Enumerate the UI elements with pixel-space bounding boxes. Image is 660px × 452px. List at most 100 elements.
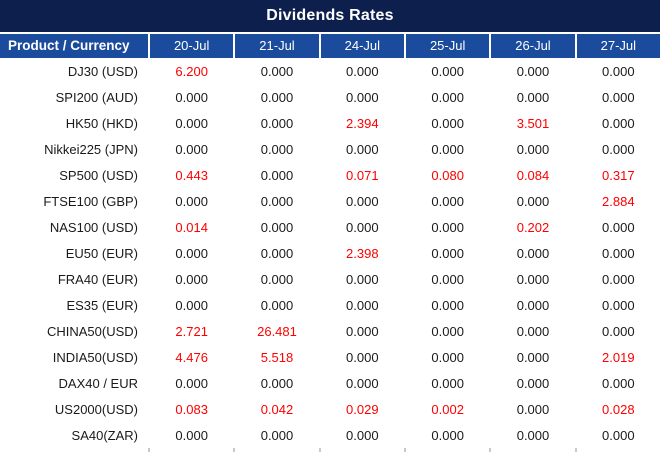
dividends-table: Product / Currency 20-Jul 21-Jul 24-Jul 25-… (0, 34, 660, 448)
value-cell: 0.000 (235, 164, 319, 188)
value-cell: 0.000 (576, 294, 660, 318)
value-cell: 0.000 (320, 320, 404, 344)
value-cell: 0.083 (150, 398, 234, 422)
value-cell: 0.000 (320, 294, 404, 318)
bottom-strip-segment (150, 448, 234, 452)
value-cell: 0.000 (576, 86, 660, 110)
value-cell: 0.443 (150, 164, 234, 188)
value-cell: 0.000 (576, 372, 660, 396)
value-cell: 2.721 (150, 320, 234, 344)
value-cell: 0.000 (491, 138, 575, 162)
value-cell: 26.481 (235, 320, 319, 344)
value-cell: 0.000 (491, 320, 575, 344)
value-cell: 0.000 (406, 294, 490, 318)
value-cell: 0.000 (320, 216, 404, 240)
value-cell: 0.000 (235, 242, 319, 266)
value-cell: 4.476 (150, 346, 234, 370)
value-cell: 0.000 (491, 242, 575, 266)
value-cell: 0.000 (491, 372, 575, 396)
product-cell: DJ30 (USD) (0, 60, 148, 84)
value-cell: 0.000 (320, 138, 404, 162)
value-cell: 0.000 (491, 60, 575, 84)
bottom-strip-segment (406, 448, 490, 452)
value-cell: 0.000 (491, 346, 575, 370)
value-cell: 0.000 (235, 86, 319, 110)
value-cell: 0.000 (320, 60, 404, 84)
value-cell: 0.000 (406, 320, 490, 344)
value-cell: 0.000 (406, 346, 490, 370)
value-cell: 0.000 (576, 112, 660, 136)
value-cell: 0.000 (576, 60, 660, 84)
value-cell: 0.000 (150, 86, 234, 110)
value-cell: 0.000 (406, 138, 490, 162)
value-cell: 0.029 (320, 398, 404, 422)
column-header-date: 27-Jul (576, 34, 660, 58)
page-title: Dividends Rates (266, 7, 394, 24)
value-cell: 0.000 (320, 424, 404, 448)
value-cell: 0.000 (406, 372, 490, 396)
product-cell: DAX40 / EUR (0, 372, 148, 396)
value-cell: 0.000 (406, 424, 490, 448)
value-cell: 0.000 (235, 60, 319, 84)
column-header-product-currency: Product / Currency (0, 34, 148, 58)
value-cell: 2.394 (320, 112, 404, 136)
product-cell: ES35 (EUR) (0, 294, 148, 318)
product-cell: SA40(ZAR) (0, 424, 148, 448)
bottom-strip-segment (0, 448, 148, 452)
value-cell: 0.202 (491, 216, 575, 240)
column-header-date: 26-Jul (491, 34, 575, 58)
bottom-strip-segment (576, 448, 660, 452)
product-cell: FRA40 (EUR) (0, 268, 148, 292)
value-cell: 0.317 (576, 164, 660, 188)
value-cell: 0.000 (235, 268, 319, 292)
value-cell: 0.000 (150, 138, 234, 162)
value-cell: 0.000 (150, 242, 234, 266)
value-cell: 0.000 (576, 424, 660, 448)
value-cell: 0.000 (406, 86, 490, 110)
value-cell: 2.398 (320, 242, 404, 266)
value-cell: 0.000 (150, 424, 234, 448)
column-header-date: 21-Jul (235, 34, 319, 58)
value-cell: 0.000 (491, 86, 575, 110)
value-cell: 0.071 (320, 164, 404, 188)
product-cell: Nikkei225 (JPN) (0, 138, 148, 162)
value-cell: 0.000 (150, 294, 234, 318)
value-cell: 0.000 (150, 112, 234, 136)
value-cell: 0.000 (491, 190, 575, 214)
product-cell: CHINA50(USD) (0, 320, 148, 344)
value-cell: 0.000 (235, 424, 319, 448)
value-cell: 0.000 (576, 242, 660, 266)
value-cell: 0.000 (235, 372, 319, 396)
value-cell: 0.000 (235, 190, 319, 214)
product-cell: FTSE100 (GBP) (0, 190, 148, 214)
column-header-date: 25-Jul (406, 34, 490, 58)
value-cell: 0.000 (320, 372, 404, 396)
value-cell: 0.000 (150, 372, 234, 396)
value-cell: 0.000 (235, 294, 319, 318)
value-cell: 2.019 (576, 346, 660, 370)
value-cell: 0.000 (406, 242, 490, 266)
value-cell: 0.014 (150, 216, 234, 240)
value-cell: 0.080 (406, 164, 490, 188)
value-cell: 0.000 (150, 268, 234, 292)
product-cell: SP500 (USD) (0, 164, 148, 188)
value-cell: 0.028 (576, 398, 660, 422)
value-cell: 0.000 (406, 112, 490, 136)
value-cell: 0.000 (491, 424, 575, 448)
value-cell: 0.000 (235, 112, 319, 136)
column-header-date: 24-Jul (320, 34, 404, 58)
value-cell: 0.000 (491, 294, 575, 318)
table-bottom-strip (0, 448, 660, 452)
value-cell: 3.501 (491, 112, 575, 136)
product-cell: HK50 (HKD) (0, 112, 148, 136)
value-cell: 0.000 (406, 60, 490, 84)
value-cell: 0.000 (576, 216, 660, 240)
product-cell: INDIA50(USD) (0, 346, 148, 370)
value-cell: 0.000 (320, 346, 404, 370)
product-cell: NAS100 (USD) (0, 216, 148, 240)
value-cell: 0.000 (235, 216, 319, 240)
product-cell: US2000(USD) (0, 398, 148, 422)
bottom-strip-segment (235, 448, 319, 452)
title-bar: Dividends Rates (0, 0, 660, 32)
